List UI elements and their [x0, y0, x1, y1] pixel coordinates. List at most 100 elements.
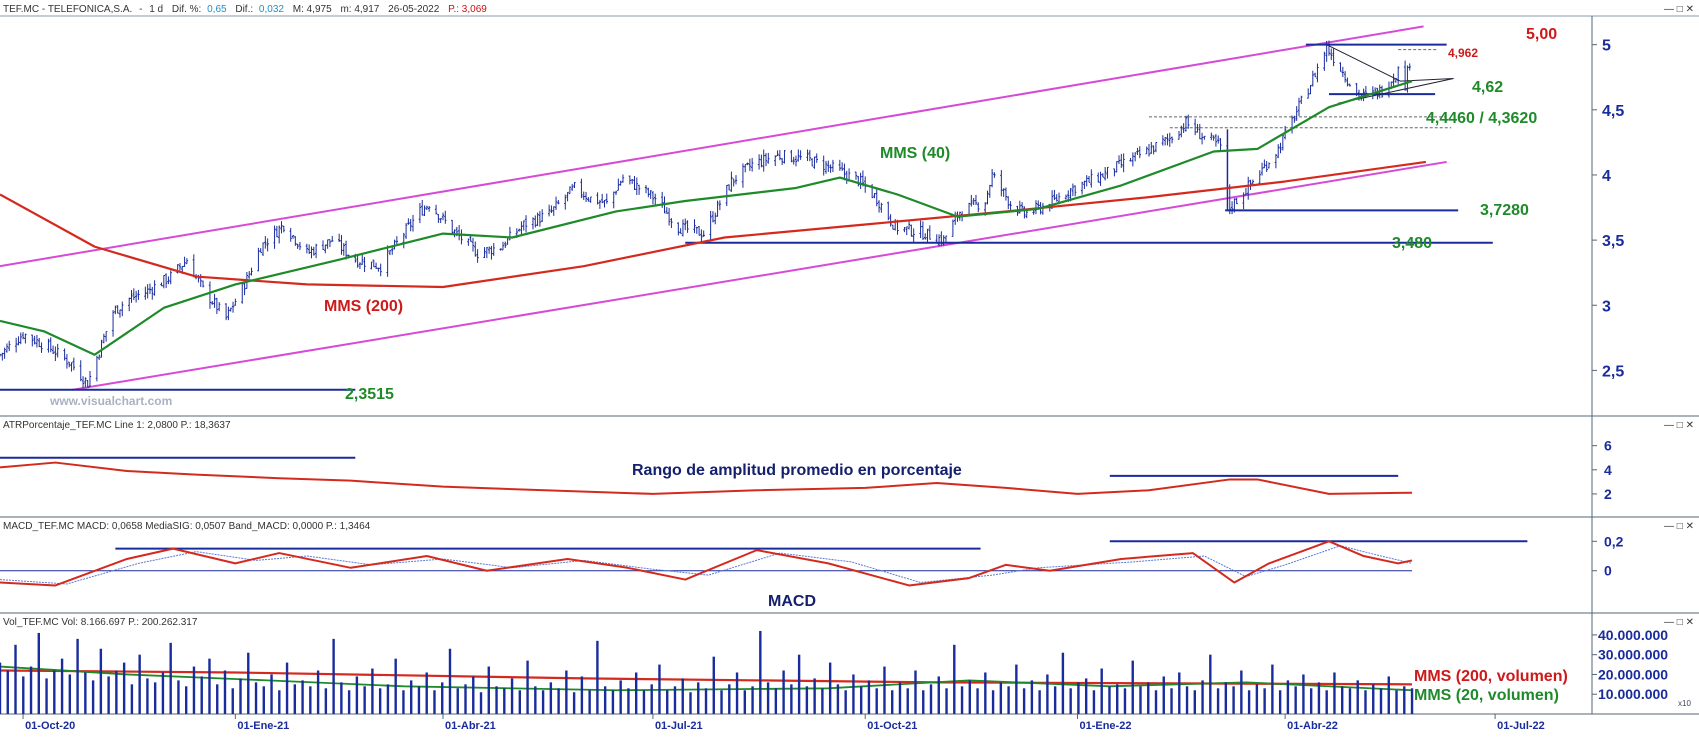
volume-bar [1356, 680, 1359, 714]
volume-bar [1092, 690, 1096, 714]
volume-bar [1178, 672, 1181, 714]
volume-bar [565, 670, 568, 714]
volume-bar [1224, 682, 1228, 714]
volume-bar [270, 674, 273, 714]
volume-bar [859, 686, 863, 714]
volume-bar [1170, 688, 1173, 714]
volume-bar [402, 690, 405, 714]
volume-bar [433, 690, 436, 714]
volume-bar [666, 690, 669, 714]
atr-window-controls[interactable]: — □ ✕ [1664, 420, 1694, 431]
volume-bar [534, 686, 537, 714]
mms40-line [0, 80, 1413, 356]
macd-y-tick-label: 0,2 [1604, 533, 1624, 549]
volume-bar [976, 688, 979, 714]
volume-bar [441, 682, 444, 714]
volume-bar [728, 684, 731, 714]
volume-scale-x10: x10 [1678, 699, 1691, 708]
volume-y-tick-label: 10.000.000 [1598, 686, 1668, 702]
volume-bar [1395, 690, 1398, 714]
price-y-tick-label: 4,5 [1602, 103, 1624, 120]
volume-window-controls[interactable]: — □ ✕ [1664, 617, 1694, 628]
volume-y-tick-label: 20.000.000 [1598, 666, 1668, 682]
volume-bar [76, 638, 79, 714]
volume-bar [1116, 684, 1119, 714]
volume-bar [743, 690, 747, 714]
volume-bar [115, 670, 118, 714]
volume-bar [1201, 680, 1204, 714]
volume-bar [1046, 674, 1049, 714]
x-tick-label: 01-Abr-22 [1287, 720, 1338, 732]
volume-bar [60, 658, 64, 714]
volume-bar [510, 678, 514, 714]
volume-bar [596, 640, 599, 714]
volume-bar [487, 666, 490, 714]
volume-bar [673, 686, 677, 714]
volume-bar [1364, 690, 1367, 714]
volume-bar [549, 682, 553, 714]
volume-bar [759, 630, 762, 714]
macd-window-controls[interactable]: — □ ✕ [1664, 521, 1694, 532]
volume-bar [1387, 676, 1390, 714]
volume-bar [169, 642, 172, 714]
volume-bar [472, 676, 475, 714]
volume-bar [1162, 676, 1165, 714]
volume-bar [580, 676, 584, 714]
volume-bar [1216, 688, 1220, 714]
price-y-tick-label: 5 [1602, 38, 1611, 55]
volume-bar [1348, 688, 1352, 714]
header-symbol: TEF.MC - TELEFONICA,S.A. [3, 4, 132, 15]
volume-bar [712, 656, 715, 714]
volume-bar [99, 648, 103, 714]
volume-bar [1022, 688, 1026, 714]
volume-bar [208, 658, 211, 714]
channel-upper-line [0, 25, 1424, 268]
price-window-controls[interactable]: — □ ✕ [1664, 4, 1694, 15]
x-tick-label: 01-Ene-21 [237, 720, 289, 732]
price-y-tick-label: 4 [1602, 168, 1611, 185]
volume-bar [1131, 660, 1134, 714]
volume-bar [937, 676, 940, 714]
volume-bar [185, 686, 188, 714]
volume-bar [1084, 678, 1088, 714]
guide-lines-layer [0, 25, 1528, 572]
volume-bar [192, 666, 196, 714]
volume-bar [293, 684, 297, 714]
volume-bar [929, 684, 933, 714]
volume-bar [239, 678, 242, 714]
indicator-lines-layer [0, 80, 1427, 692]
volume-bar [29, 666, 33, 714]
atr-panel-title: Rango de amplitud promedio en porcentaje [632, 462, 962, 479]
volume-bar [1185, 686, 1189, 714]
volume-bar [875, 688, 878, 714]
price-y-tick-label: 3,5 [1602, 233, 1624, 250]
volume-bar [216, 684, 219, 714]
volume-bar [1317, 682, 1321, 714]
annotation-level-range: 4,4460 / 4,3620 [1426, 110, 1537, 127]
macd-line [0, 540, 1413, 587]
volume-bar [1333, 672, 1336, 714]
x-tick-label: 01-Jul-21 [655, 720, 703, 732]
volume-bar [91, 680, 95, 714]
volume-bar [22, 676, 25, 714]
volume-bar [417, 686, 421, 714]
x-tick-label: 01-Oct-21 [867, 720, 917, 732]
header-price: P.: 3,069 [448, 4, 487, 15]
volume-bar [782, 670, 785, 714]
volume-bar [1278, 690, 1282, 714]
macd-signal-line [0, 545, 1413, 585]
volume-bar [495, 686, 498, 714]
volume-bar [1209, 654, 1212, 714]
volume-bar [898, 682, 902, 714]
legend-volume-mms20: MMS (20, volumen) [1414, 687, 1559, 704]
volume-bar [1271, 664, 1274, 714]
header-sep: - [139, 4, 142, 15]
volume-bar [922, 690, 925, 714]
volume-bar [1379, 688, 1383, 714]
volume-bar [278, 690, 281, 714]
atr-panel-header: ATRPorcentaje_TEF.MC Line 1: 2,0800 P.: … [3, 420, 231, 431]
volume-bar [1325, 690, 1328, 714]
header-max: M: 4,975 [293, 4, 332, 15]
volume-bar [766, 682, 770, 714]
